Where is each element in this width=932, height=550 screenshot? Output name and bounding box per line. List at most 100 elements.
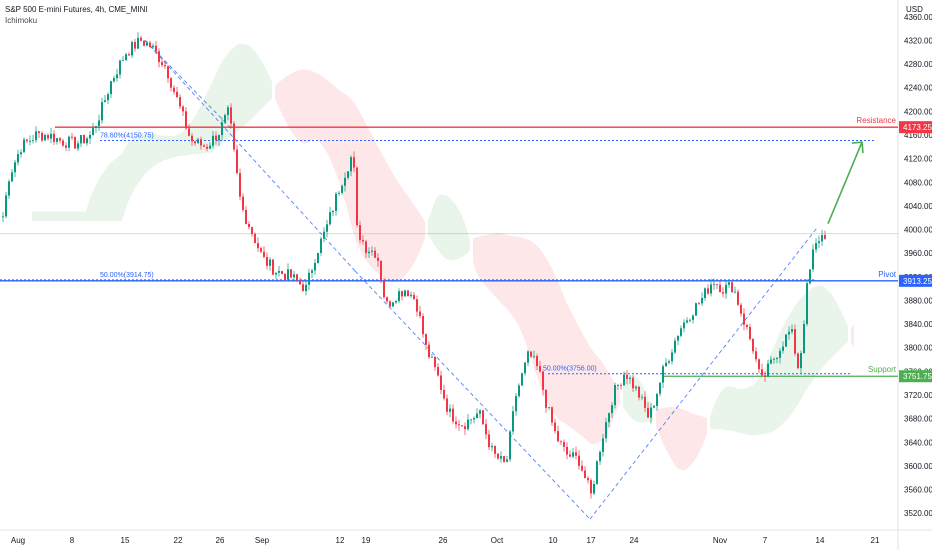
candle-body — [263, 251, 265, 257]
candle-body — [239, 173, 241, 197]
candle-body — [725, 284, 727, 294]
candle-body — [710, 284, 712, 294]
candle-body — [278, 270, 280, 273]
candle-body — [734, 291, 736, 293]
candle-body — [338, 192, 340, 194]
x-tick-label: 12 — [336, 536, 345, 545]
candle-body — [647, 407, 649, 418]
candle-body — [689, 319, 691, 321]
candle-body — [254, 233, 256, 244]
candle-body — [356, 167, 358, 226]
candle-body — [506, 459, 508, 462]
candle-body — [80, 134, 82, 144]
indicator-label: Ichimoku — [5, 16, 38, 25]
candle-body — [185, 111, 187, 129]
candle-body — [137, 37, 139, 49]
candle-body — [122, 60, 124, 61]
candle-body — [536, 356, 538, 367]
x-tick-label: 26 — [439, 536, 448, 545]
cloud-segment — [32, 43, 272, 222]
y-tick-label: 3880.00 — [904, 296, 932, 305]
level-label: Resistance — [856, 116, 896, 125]
y-tick-label: 4080.00 — [904, 178, 932, 187]
candle-body — [596, 461, 598, 484]
candle-body — [524, 362, 526, 374]
price-tag-bg — [899, 370, 932, 383]
candle-body — [233, 123, 235, 150]
candle-body — [209, 145, 211, 149]
candle-body — [632, 377, 634, 389]
candle-body — [194, 141, 196, 144]
y-tick-label: 3960.00 — [904, 249, 932, 258]
candle-body — [260, 248, 262, 252]
fibonacci-drawing: 78.60%(4150.75) 50.00%(3914.75) 50.00%(375… — [0, 40, 875, 520]
candle-body — [290, 269, 292, 278]
candle-body — [110, 81, 112, 95]
candle-body — [386, 297, 388, 302]
candle-body — [665, 362, 667, 367]
time-axis[interactable]: Aug 8 15 22 26 Sep 12 19 26 Oct 10 17 24 Nov 7 14 21 — [11, 536, 880, 545]
price-tag-bg — [899, 274, 932, 287]
candle-body — [695, 303, 697, 316]
candle-body — [218, 135, 220, 141]
candle-body — [737, 291, 739, 305]
candle-body — [788, 331, 790, 335]
candle-body — [281, 270, 283, 275]
x-tick-label: 7 — [763, 536, 768, 545]
candle-body — [5, 195, 7, 217]
candle-body — [86, 138, 88, 144]
candle-body — [134, 42, 136, 49]
candle-body — [464, 426, 466, 430]
candle-body — [608, 413, 610, 423]
cloud-segment — [656, 407, 707, 471]
candle-body — [626, 374, 628, 379]
candle-body — [191, 135, 193, 142]
candle-body — [410, 294, 412, 297]
candle-body — [272, 259, 274, 275]
fib-label: 50.00%(3914.75) — [100, 272, 154, 279]
candle-body — [806, 283, 808, 325]
candle-body — [68, 136, 70, 148]
y-tick-label: 3680.00 — [904, 415, 932, 424]
candle-body — [749, 326, 751, 339]
x-tick-label: 10 — [549, 536, 558, 545]
candle-body — [755, 351, 757, 360]
candle-body — [563, 441, 565, 447]
candle-body — [566, 446, 568, 455]
candle-body — [719, 284, 721, 293]
candle-body — [815, 243, 817, 250]
candle-body — [434, 356, 436, 368]
candle-body — [611, 405, 613, 414]
candle-body — [317, 252, 319, 263]
candle-body — [458, 424, 460, 426]
candle-body — [701, 298, 703, 304]
candle-body — [32, 140, 34, 141]
candle-body — [794, 329, 796, 354]
y-tick-label: 3800.00 — [904, 344, 932, 353]
candle-body — [644, 396, 646, 408]
candle-body — [497, 453, 499, 459]
candle-body — [53, 133, 55, 142]
price-tag-label: 4173.25 — [903, 123, 932, 132]
candle-body — [683, 322, 685, 329]
price-axis[interactable]: 3520.00 3560.00 3600.00 3640.00 3680.00 3720.… — [904, 13, 932, 518]
candle-body — [20, 152, 22, 155]
candle-body — [569, 454, 571, 457]
candle-body — [335, 193, 337, 211]
candle-body — [131, 42, 133, 56]
candle-body — [59, 138, 61, 141]
candle-body — [740, 304, 742, 314]
candle-body — [296, 274, 298, 281]
candle-body — [347, 171, 349, 178]
candle-body — [92, 128, 94, 135]
candle-body — [482, 410, 484, 425]
candle-body — [791, 329, 793, 332]
projection-arrow — [827, 141, 864, 224]
x-tick-label: 15 — [121, 536, 130, 545]
y-tick-label: 4360.00 — [904, 13, 932, 22]
candle-body — [680, 328, 682, 336]
candle-body — [797, 353, 799, 369]
candle-body — [251, 227, 253, 234]
y-tick-label: 3840.00 — [904, 320, 932, 329]
